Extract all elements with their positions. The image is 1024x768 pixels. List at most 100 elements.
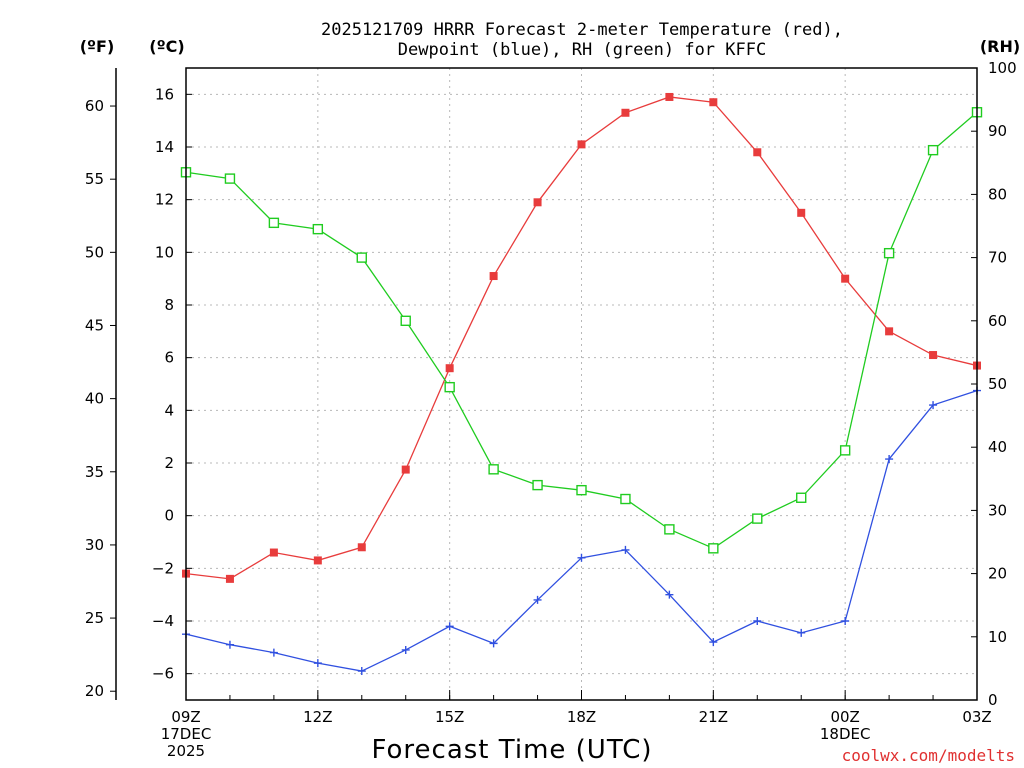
time-tick-label: 12Z (303, 708, 332, 726)
temperature-point (665, 92, 674, 101)
rh-unit-label: (RH) (980, 37, 1020, 56)
rh-tick-label: 60 (988, 312, 1007, 330)
temperature-point (533, 198, 542, 207)
fahrenheit-tick-label: 55 (85, 170, 104, 188)
celsius-tick-label: 8 (164, 296, 174, 314)
rh-point (752, 513, 763, 524)
rh-point (576, 484, 587, 496)
fahrenheit-tick-label: 45 (85, 316, 104, 334)
dewpoint-point (753, 617, 762, 625)
celsius-tick-label: −2 (152, 559, 174, 577)
rh-tick-label: 0 (988, 691, 998, 709)
rh-point (312, 223, 324, 235)
dewpoint-point (533, 595, 542, 604)
temperature-point (753, 148, 762, 157)
dewpoint-point (621, 545, 630, 554)
rh-point (708, 543, 719, 554)
dewpoint-point (709, 638, 718, 647)
rh-point (444, 381, 455, 393)
rh-point (268, 217, 280, 229)
celsius-tick-label: 12 (155, 191, 174, 209)
temperature-point (621, 108, 630, 117)
celsius-tick-label: 16 (155, 85, 174, 103)
celsius-tick-label: 2 (164, 454, 174, 472)
time-tick-label: 21Z (699, 708, 728, 726)
dewpoint-point (269, 648, 278, 657)
x-axis-title: Forecast Time (UTC) (371, 735, 652, 765)
rh-point (883, 247, 895, 259)
rh-point (400, 315, 411, 326)
temperature-point (489, 272, 498, 281)
rh-point (664, 524, 675, 535)
dewpoint-point (885, 455, 894, 464)
dewpoint-point (577, 553, 586, 562)
rh-tick-label: 80 (988, 185, 1007, 203)
rh-tick-label: 30 (988, 501, 1007, 519)
time-tick-label: 09Z (171, 708, 200, 726)
time-tick-label: 18Z (567, 708, 596, 726)
time-tick-label: 18DEC (820, 725, 871, 743)
temperature-point (357, 543, 366, 552)
fahrenheit-tick-label: 20 (85, 682, 104, 700)
fahrenheit-tick-label: 50 (85, 243, 104, 261)
time-tick-label: 2025 (167, 742, 205, 760)
rh-tick-label: 10 (988, 628, 1007, 646)
rh-tick-label: 20 (988, 565, 1007, 583)
rh-point (620, 493, 631, 505)
chart-title-line-1: 2025121709 HRRR Forecast 2-meter Tempera… (321, 20, 843, 40)
dewpoint-point (489, 639, 498, 648)
plot-frame (185, 67, 978, 701)
temperature-point (313, 556, 322, 565)
fahrenheit-tick-label: 25 (85, 609, 104, 627)
dewpoint-point (665, 590, 674, 599)
dewpoint-point (841, 617, 850, 625)
celsius-tick-label: 6 (164, 349, 174, 367)
fahrenheit-axis: 60 55 50 45 40 35 30 25 20 (85, 68, 117, 700)
dewpoint-point (357, 667, 366, 676)
temperature-point (577, 140, 586, 149)
dewpoint-point (929, 401, 938, 410)
temperature-point (445, 364, 454, 373)
rh-tick-label: 70 (988, 249, 1007, 267)
temperature-point (709, 98, 718, 107)
rh-tick-label: 100 (988, 59, 1017, 77)
fahrenheit-tick-label: 30 (85, 536, 104, 554)
gridlines (186, 68, 977, 700)
celsius-tick-label: −4 (152, 612, 174, 630)
celsius-tick-label: 4 (164, 401, 174, 419)
rh-point (224, 173, 236, 184)
temperature-point (929, 351, 938, 360)
celsius-tick-label: 14 (155, 138, 174, 156)
rh-tick-label: 50 (988, 375, 1007, 393)
time-tick-label: 00Z (830, 708, 859, 726)
celsius-unit-label: (ºC) (149, 37, 184, 56)
time-tick-label: 03Z (962, 708, 991, 726)
series-group (180, 92, 983, 676)
fahrenheit-tick-label: 40 (85, 390, 104, 408)
temperature-point (225, 574, 234, 583)
rh-point (532, 479, 543, 491)
chart-title-line-2: Dewpoint (blue), RH (green) for KFFC (398, 40, 766, 60)
rh-point (839, 445, 851, 456)
temperature-point (841, 274, 850, 283)
temperature-point (269, 548, 278, 557)
temperature-point (797, 208, 806, 217)
celsius-tick-label: −6 (152, 665, 174, 683)
time-tick-label: 17DEC (161, 725, 212, 743)
fahrenheit-tick-label: 60 (85, 97, 104, 115)
dewpoint-point (225, 640, 234, 649)
temperature-point (885, 327, 894, 336)
celsius-tick-label: 0 (164, 507, 174, 525)
fahrenheit-unit-label: (ºF) (80, 37, 115, 56)
celsius-tick-label: 10 (155, 243, 174, 261)
dewpoint-point (797, 628, 806, 637)
fahrenheit-tick-label: 35 (85, 463, 104, 481)
time-tick-label: 15Z (435, 708, 464, 726)
celsius-axis: 16 14 12 10 8 6 4 2 0 −2 −4 −6 (152, 85, 192, 683)
rh-point (488, 464, 499, 475)
rh-tick-label: 90 (988, 122, 1007, 140)
dewpoint-point (445, 622, 454, 631)
